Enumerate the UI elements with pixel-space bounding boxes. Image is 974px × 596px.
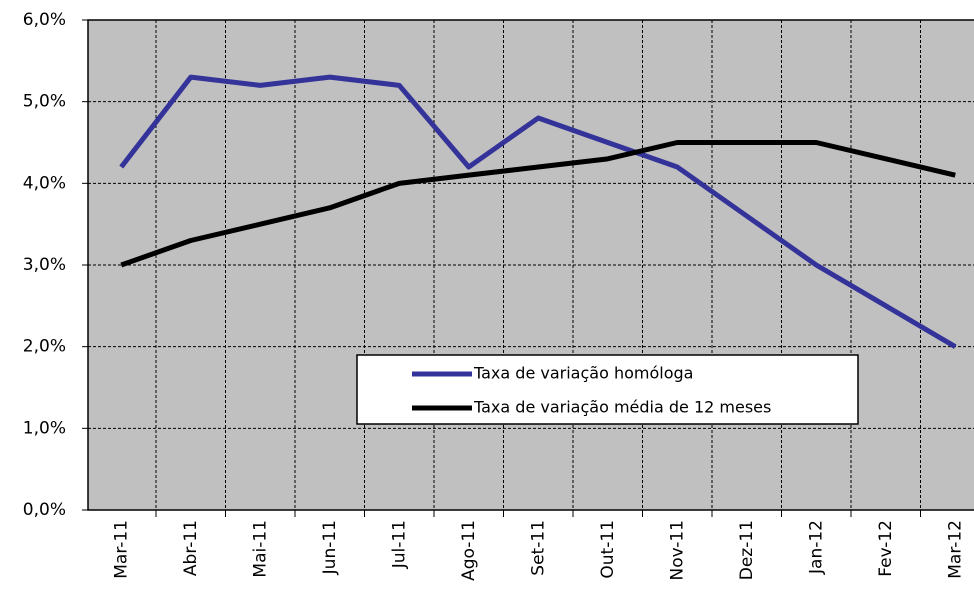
legend [356, 354, 859, 425]
y-tick-label: 1,0% [23, 418, 66, 438]
x-tick-label: Ago-11 [459, 520, 479, 581]
x-tick-label: Abr-11 [181, 520, 201, 576]
x-tick-label: Jul-11 [389, 520, 409, 569]
y-tick-label: 5,0% [23, 92, 66, 112]
x-tick-label: Mai-11 [250, 520, 270, 578]
y-tick-label: 4,0% [23, 173, 66, 193]
x-tick-label: Dez-11 [737, 520, 757, 580]
x-tick-label: Jan-12 [806, 520, 826, 575]
x-tick-label: Jun-11 [320, 520, 340, 575]
legend-label: Taxa de variação homóloga [473, 364, 693, 383]
legend-label: Taxa de variação média de 12 meses [473, 398, 771, 417]
x-tick-label: Nov-11 [667, 520, 687, 581]
y-tick-label: 0,0% [23, 500, 66, 520]
y-tick-label: 6,0% [23, 10, 66, 30]
y-tick-label: 2,0% [23, 337, 66, 357]
x-tick-label: Fev-12 [876, 520, 896, 577]
series-line [120, 140, 956, 268]
y-tick-label: 3,0% [23, 255, 66, 275]
series-line [119, 74, 957, 349]
x-tick-label: Mar-12 [945, 520, 965, 579]
x-tick-label: Out-11 [598, 520, 618, 579]
x-tick-label: Mar-11 [111, 520, 131, 579]
x-tick-label: Set-11 [528, 520, 548, 576]
